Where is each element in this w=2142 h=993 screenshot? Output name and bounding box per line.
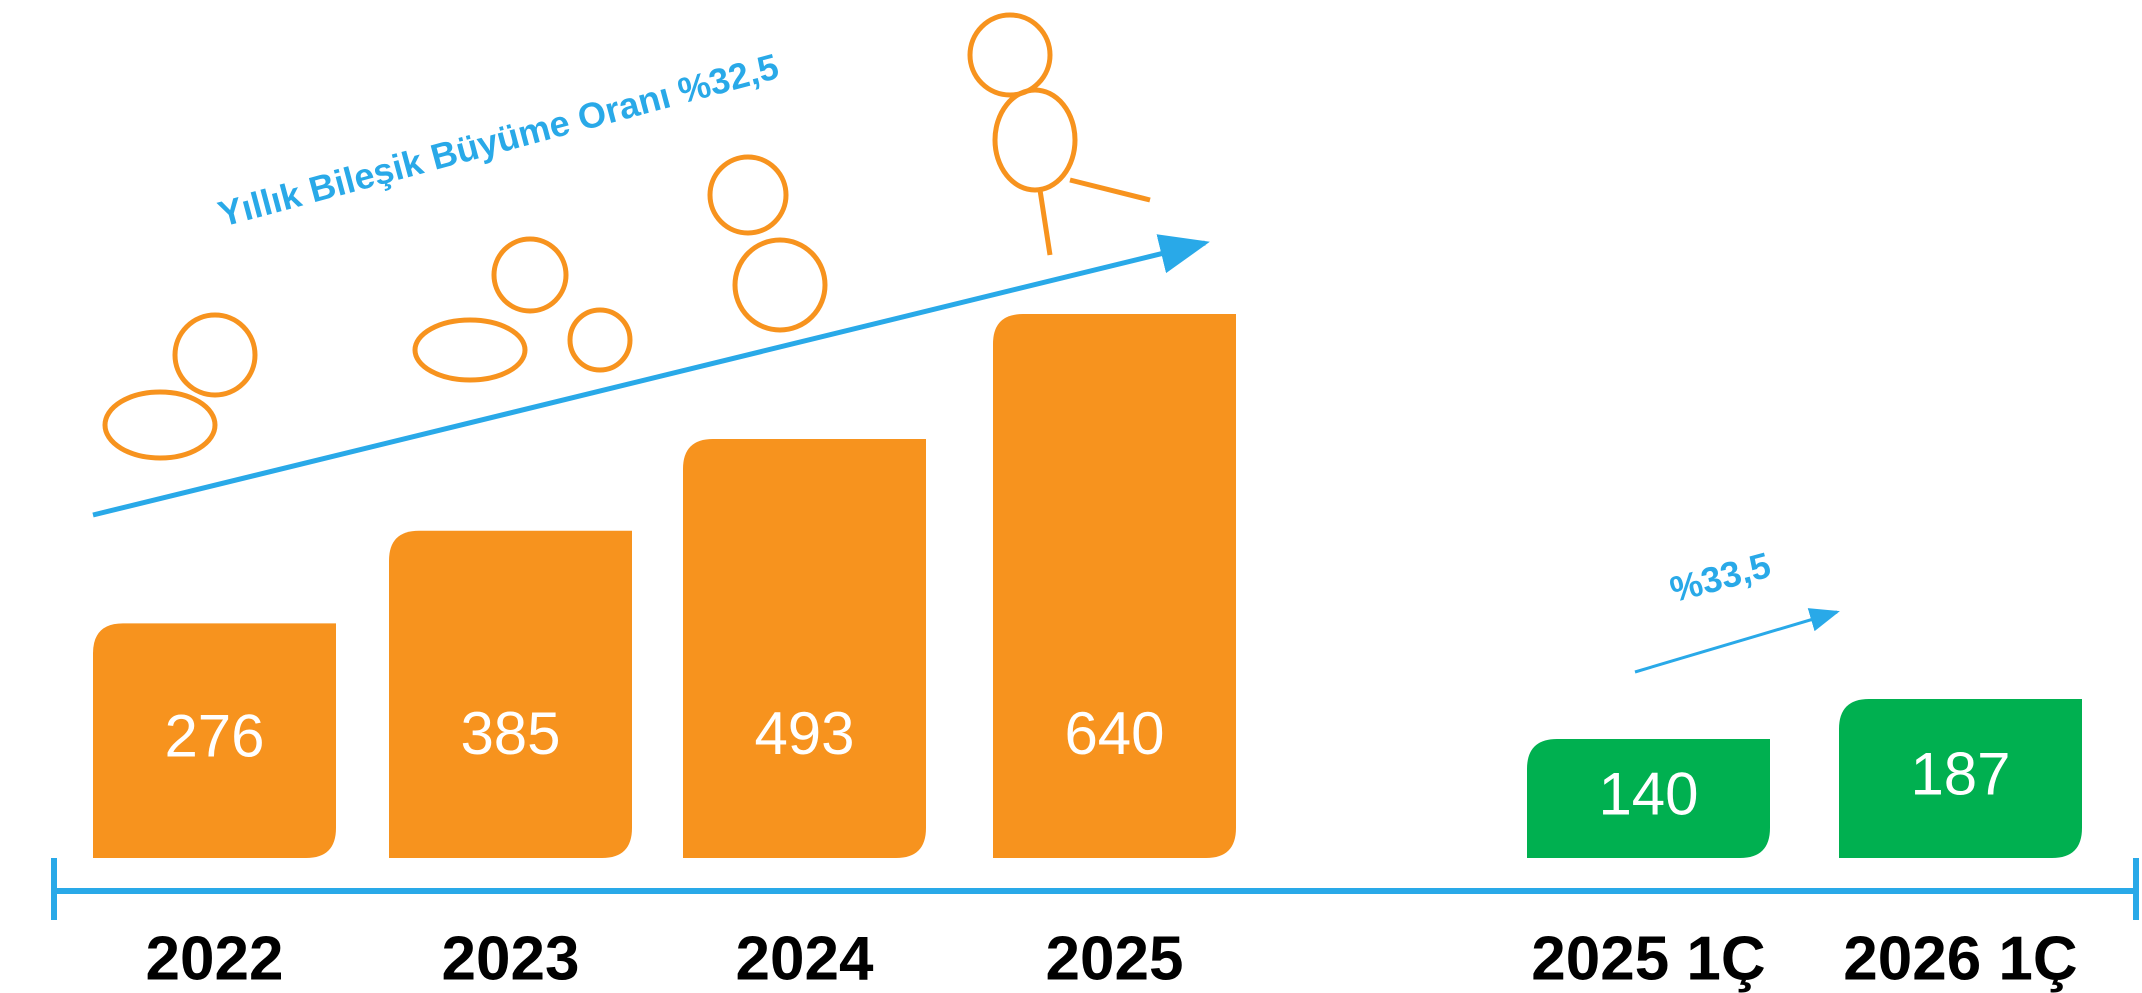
x-tick-label: 2025 1Ç [1531, 924, 1765, 993]
x-tick-label: 2022 [146, 924, 284, 993]
x-tick-label: 2025 [1046, 924, 1184, 993]
value-label: 493 [754, 700, 854, 767]
illustration [102, 12, 1151, 461]
bar [1839, 699, 2082, 858]
value-label: 276 [164, 703, 264, 770]
value-label: 385 [460, 700, 560, 767]
x-tick-label: 2026 1Ç [1843, 924, 2077, 993]
growth-arrow [92, 234, 1210, 518]
value-label: 187 [1910, 740, 2010, 807]
x-tick-label: 2024 [736, 924, 874, 993]
bar [683, 438, 926, 858]
growth-label: %33,5 [1666, 544, 1775, 610]
cagr-label: Yıllık Bileşik Büyüme Oranı %32,5 [214, 45, 783, 234]
growth-arrow [1634, 608, 1840, 674]
bar [1527, 739, 1770, 858]
bar [389, 530, 632, 858]
x-tick-label: 2023 [442, 924, 580, 993]
value-label: 140 [1598, 760, 1698, 827]
value-label: 640 [1064, 700, 1164, 767]
bar [93, 623, 336, 858]
bar [993, 314, 1236, 858]
